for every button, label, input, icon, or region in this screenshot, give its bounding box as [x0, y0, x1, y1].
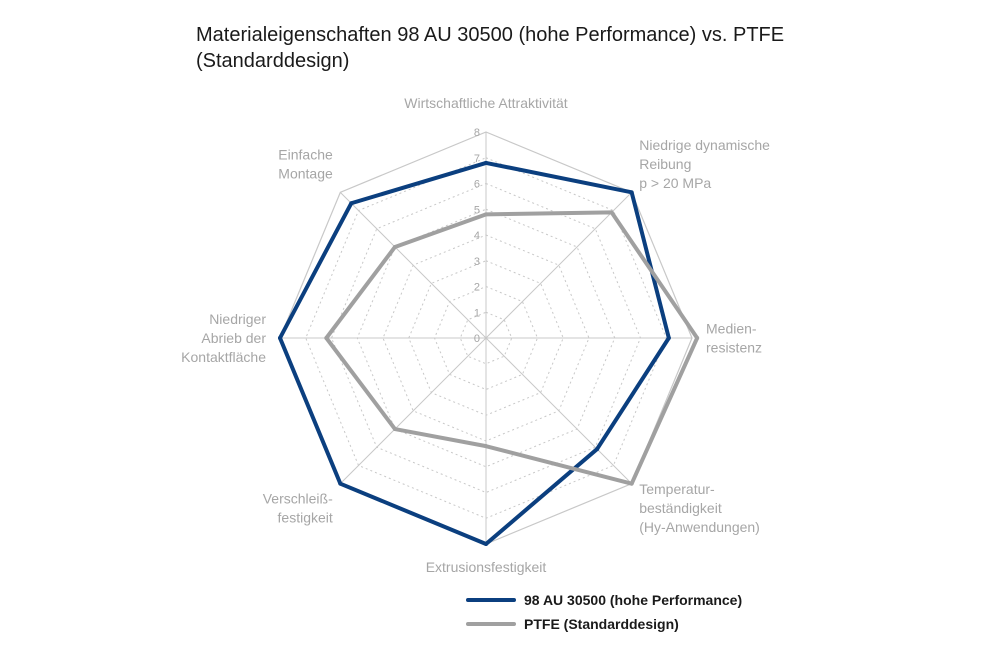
- data-point-s0-2: [666, 336, 671, 340]
- legend-swatch-ptfe: [466, 622, 516, 626]
- grid-ring-1: [459, 311, 513, 365]
- data-point-s0-4: [484, 542, 488, 546]
- data-point-s0-5: [338, 481, 343, 486]
- tick-label-3: 3: [474, 256, 480, 268]
- axis-label-6-line-0: Niedriger: [209, 311, 266, 327]
- axis-label-2-line-0: Medien-: [706, 321, 757, 337]
- axis-spoke-5: [339, 337, 487, 485]
- axis-label-3-line-2: (Hy-Anwendungen): [639, 519, 760, 535]
- legend-label-ptfe: PTFE (Standarddesign): [524, 616, 679, 632]
- axis-label-3-line-0: Temperatur-: [639, 481, 715, 497]
- axis-spoke-1: [485, 191, 633, 339]
- data-point-s1-1: [609, 210, 614, 215]
- axis-label-7-line-1: Montage: [278, 165, 333, 181]
- data-point-s1-2: [695, 336, 700, 340]
- data-point-s0-7: [349, 201, 354, 206]
- axis-label-4-line-0: Extrusionsfestigkeit: [426, 559, 547, 575]
- data-point-s0-0: [484, 160, 488, 165]
- axis-label-5-line-1: festigkeit: [278, 510, 333, 526]
- series-layer: [278, 160, 700, 546]
- axis-label-0-line-0: Wirtschaftliche Attraktivität: [404, 95, 567, 111]
- data-point-s0-3: [595, 447, 600, 452]
- axis-label-1-line-0: Niedrige dynamische: [639, 137, 770, 153]
- data-point-s1-3: [629, 481, 634, 486]
- legend-swatch-98au: [466, 598, 516, 602]
- axis-spoke-3: [485, 337, 633, 485]
- data-point-s0-6: [278, 336, 282, 340]
- axis-label-7-line-0: Einfache: [278, 146, 333, 162]
- legend-item-ptfe: PTFE (Standarddesign): [466, 612, 742, 636]
- tick-label-6: 6: [474, 179, 480, 191]
- radial-tick-labels: 0 1 2 3 4 5 6 7 8: [474, 127, 480, 345]
- tick-label-5: 5: [474, 204, 480, 216]
- tick-label-1: 1: [474, 307, 480, 319]
- tick-label-4: 4: [474, 230, 480, 242]
- data-point-s1-0: [484, 212, 488, 217]
- legend: 98 AU 30500 (hohe Performance) PTFE (Sta…: [466, 588, 742, 636]
- axis-label-1-line-1: Reibung: [639, 156, 691, 172]
- axis-label-6-line-2: Kontaktfläche: [181, 349, 266, 365]
- tick-label-2: 2: [474, 282, 480, 294]
- chart-title: Materialeigenschaften 98 AU 30500 (hohe …: [196, 24, 785, 72]
- tick-label-7: 7: [474, 153, 480, 165]
- axis-label-1-line-2: p > 20 MPa: [639, 175, 711, 191]
- axis-label-2-line-1: resistenz: [706, 340, 762, 356]
- data-point-s1-6: [324, 336, 329, 340]
- legend-item-98au: 98 AU 30500 (hohe Performance): [466, 588, 742, 612]
- axis-label-5-line-0: Verschleiß-: [263, 491, 333, 507]
- legend-label-98au: 98 AU 30500 (hohe Performance): [524, 592, 743, 608]
- tick-label-0: 0: [474, 333, 480, 345]
- series-line-1: [324, 210, 700, 486]
- data-point-s1-5: [392, 427, 397, 432]
- data-point-s1-7: [392, 244, 397, 249]
- axis-label-3-line-1: beständigkeit: [639, 500, 722, 516]
- data-point-s0-1: [629, 190, 634, 195]
- tick-label-8: 8: [474, 127, 480, 139]
- grid-ring-5: [356, 208, 616, 468]
- data-point-s1-4: [484, 444, 488, 449]
- axis-label-6-line-1: Abrieb der: [201, 330, 266, 346]
- axis-spoke-7: [339, 191, 487, 339]
- axis-labels: Wirtschaftliche Attraktivität Niedrige dy…: [181, 95, 770, 575]
- radar-grid: [279, 131, 693, 545]
